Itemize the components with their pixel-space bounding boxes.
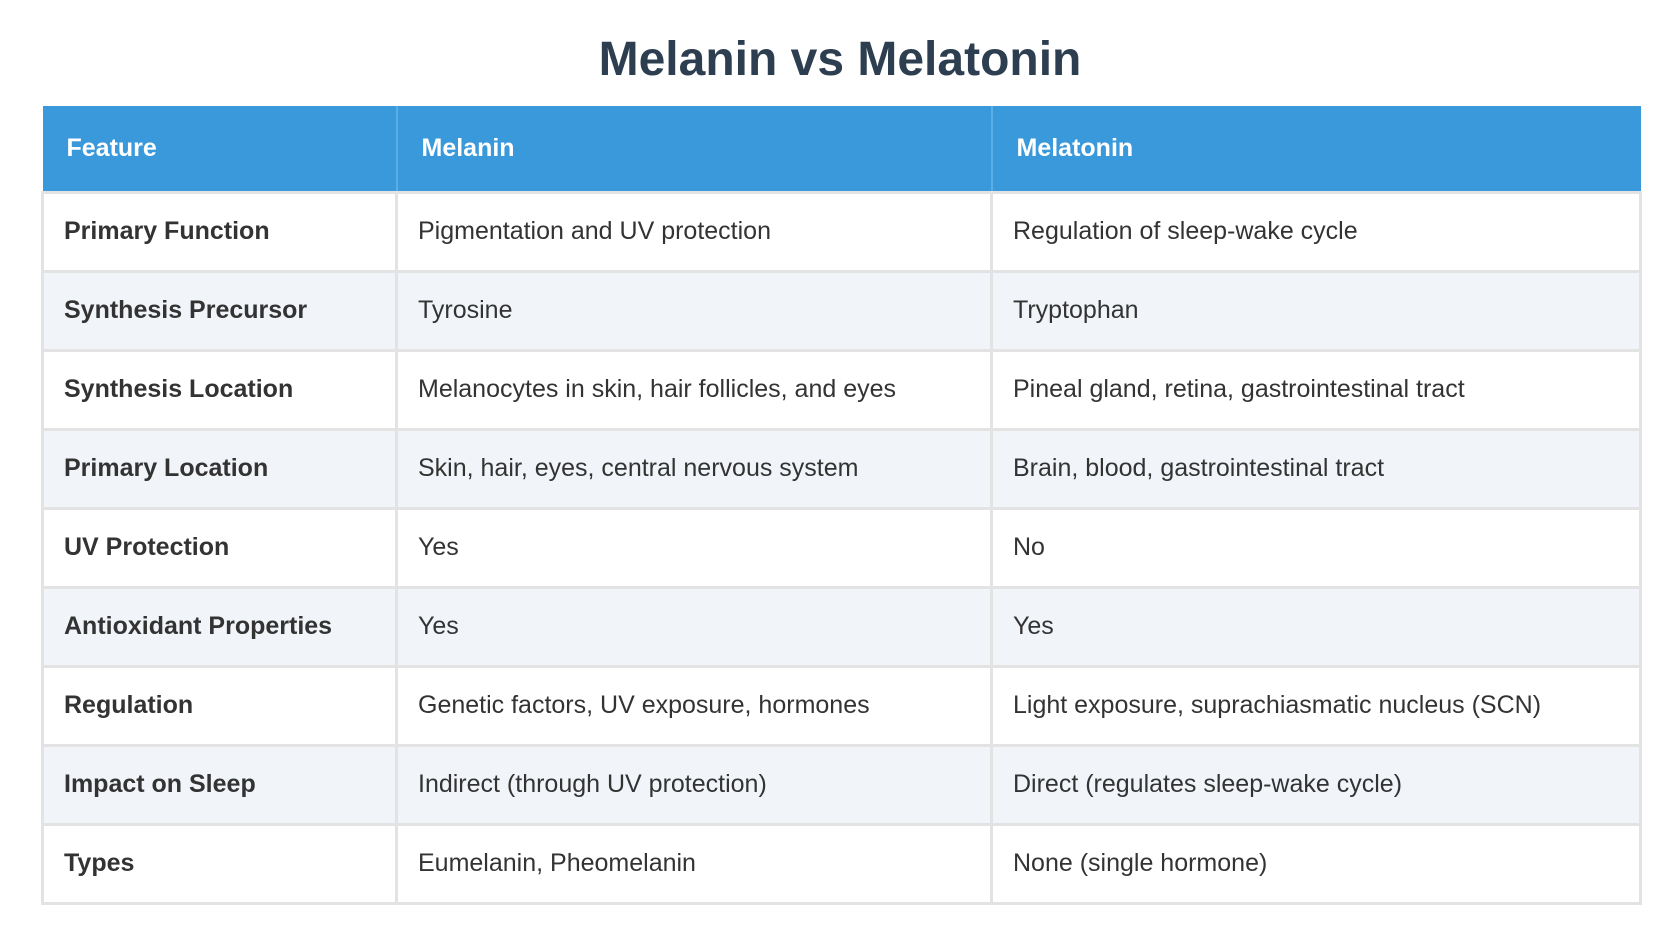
feature-cell: Synthesis Location (41, 348, 398, 431)
melanin-cell: Tyrosine (395, 269, 993, 352)
melatonin-cell: Pineal gland, retina, gastrointestinal t… (990, 348, 1642, 431)
feature-cell: Antioxidant Properties (41, 585, 398, 668)
comparison-table: Feature Melanin Melatonin Primary Functi… (41, 106, 1642, 905)
feature-cell: Types (41, 822, 398, 905)
table-row: UV Protection Yes No (41, 506, 1642, 589)
melanin-cell: Yes (395, 506, 993, 589)
table-row: Primary Location Skin, hair, eyes, centr… (41, 427, 1642, 510)
table-row: Impact on Sleep Indirect (through UV pro… (41, 743, 1642, 826)
feature-cell: Primary Location (41, 427, 398, 510)
table-header: Feature Melanin Melatonin (42, 106, 1641, 192)
feature-cell: Synthesis Precursor (41, 269, 398, 352)
header-melatonin: Melatonin (991, 106, 1641, 192)
table-row: Primary Function Pigmentation and UV pro… (41, 190, 1642, 273)
table-body: Primary Function Pigmentation and UV pro… (41, 190, 1642, 905)
page-title: Melanin vs Melatonin (598, 33, 1082, 86)
header-feature: Feature (42, 106, 398, 192)
melanin-cell: Indirect (through UV protection) (395, 743, 993, 826)
melatonin-cell: Yes (990, 585, 1642, 668)
melatonin-cell: Regulation of sleep-wake cycle (990, 190, 1642, 273)
melatonin-cell: Light exposure, suprachiasmatic nucleus … (990, 664, 1642, 747)
table-row: Antioxidant Properties Yes Yes (41, 585, 1642, 668)
melatonin-cell: Tryptophan (990, 269, 1642, 352)
table-row: Regulation Genetic factors, UV exposure,… (41, 664, 1642, 747)
melanin-cell: Skin, hair, eyes, central nervous system (395, 427, 993, 510)
melatonin-cell: No (990, 506, 1642, 589)
feature-cell: Primary Function (41, 190, 398, 273)
feature-cell: Impact on Sleep (41, 743, 398, 826)
melatonin-cell: Direct (regulates sleep-wake cycle) (990, 743, 1642, 826)
melanin-cell: Yes (395, 585, 993, 668)
melanin-cell: Pigmentation and UV protection (395, 190, 993, 273)
table-row: Types Eumelanin, Pheomelanin None (singl… (41, 822, 1642, 905)
table-row: Synthesis Precursor Tyrosine Tryptophan (41, 269, 1642, 352)
melatonin-cell: Brain, blood, gastrointestinal tract (990, 427, 1642, 510)
melanin-cell: Melanocytes in skin, hair follicles, and… (395, 348, 993, 431)
feature-cell: Regulation (41, 664, 398, 747)
melanin-cell: Eumelanin, Pheomelanin (395, 822, 993, 905)
table-row: Synthesis Location Melanocytes in skin, … (41, 348, 1642, 431)
melanin-cell: Genetic factors, UV exposure, hormones (395, 664, 993, 747)
header-melanin: Melanin (396, 106, 993, 192)
melatonin-cell: None (single hormone) (990, 822, 1642, 905)
header-row: Feature Melanin Melatonin (42, 106, 1641, 192)
feature-cell: UV Protection (41, 506, 398, 589)
